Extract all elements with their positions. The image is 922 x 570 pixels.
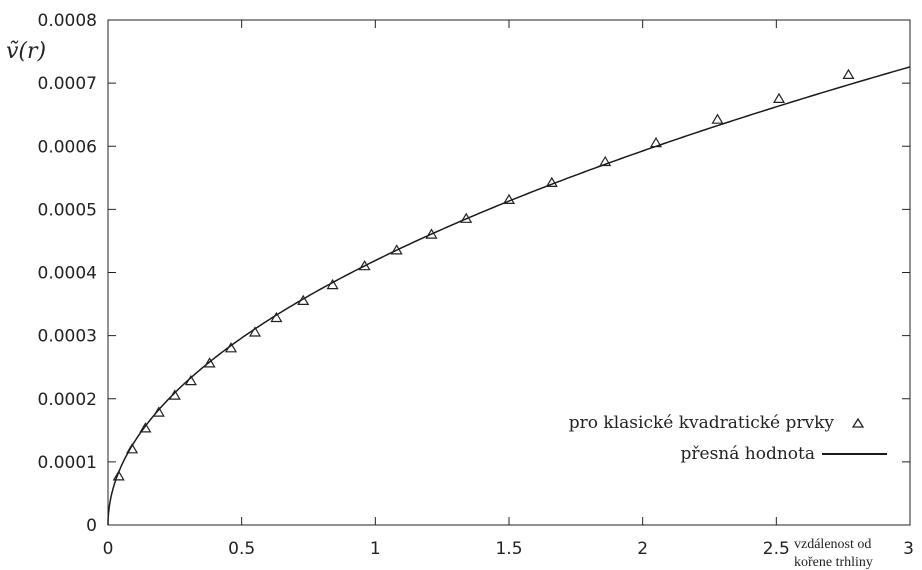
scatter-point xyxy=(599,155,612,167)
x-tick-label: 0.5 xyxy=(228,539,255,559)
x-tick-label: 0 xyxy=(103,539,114,559)
scatter-point xyxy=(390,244,403,255)
x-tick-label: 1 xyxy=(370,539,381,559)
scatter-point xyxy=(711,113,724,124)
scatter-point xyxy=(270,311,283,323)
scatter-point xyxy=(184,374,197,386)
legend-triangle-icon xyxy=(851,417,865,428)
y-tick-label: 0.0004 xyxy=(38,264,97,284)
x-tick-label: 2.5 xyxy=(763,539,790,559)
x-tick-label: 1.5 xyxy=(495,539,522,559)
y-tick-label: 0.0002 xyxy=(38,390,97,410)
x-axis-label-line1: vzdálenost od xyxy=(794,537,871,552)
scatter-point xyxy=(139,422,152,433)
scatter-point xyxy=(152,406,165,417)
x-axis-ticks: 0 0.5 1 1.5 2 2.5 3 xyxy=(103,20,914,559)
legend: pro klasické kvadratické prvky přesná ho… xyxy=(569,413,887,464)
y-axis-ticks: 0 0.0001 0.0002 0.0003 0.0004 0.0005 0.0006 0.0… xyxy=(38,11,910,536)
scatter-point xyxy=(460,212,473,223)
scatter-point xyxy=(224,342,238,353)
scatter-point xyxy=(842,68,855,79)
y-tick-label: 0 xyxy=(86,516,97,536)
y-tick-label: 0.0001 xyxy=(38,453,97,473)
y-tick-label: 0.0006 xyxy=(38,137,97,157)
y-tick-label: 0.0005 xyxy=(38,200,97,220)
scatter-point xyxy=(425,228,438,239)
legend-label-line: přesná hodnota xyxy=(681,444,816,464)
scatter-point xyxy=(358,260,371,271)
scatter-point xyxy=(203,357,216,368)
legend-label-scatter: pro klasické kvadratické prvky xyxy=(569,413,835,433)
scatter-point xyxy=(545,176,558,187)
y-tick-label: 0.0007 xyxy=(38,74,97,94)
series-line-exact xyxy=(107,66,911,526)
scatter-point xyxy=(248,326,262,337)
scatter-point xyxy=(649,136,663,148)
scatter-point xyxy=(126,443,139,454)
y-tick-label: 0.0008 xyxy=(38,11,97,31)
scatter-point xyxy=(326,278,339,290)
scatter-point xyxy=(502,193,516,204)
series-scatter-markers xyxy=(112,68,855,481)
x-tick-label: 3 xyxy=(903,539,914,559)
x-tick-label: 2 xyxy=(637,539,648,559)
scatter-point xyxy=(168,389,181,400)
x-axis-label-line2: kořene trhliny xyxy=(794,555,873,570)
y-tick-label: 0.0003 xyxy=(38,327,97,347)
y-axis-label: ṽ(r) xyxy=(6,39,46,64)
scatter-point xyxy=(112,470,125,481)
scatter-point xyxy=(297,294,310,305)
scatter-point xyxy=(772,92,786,103)
